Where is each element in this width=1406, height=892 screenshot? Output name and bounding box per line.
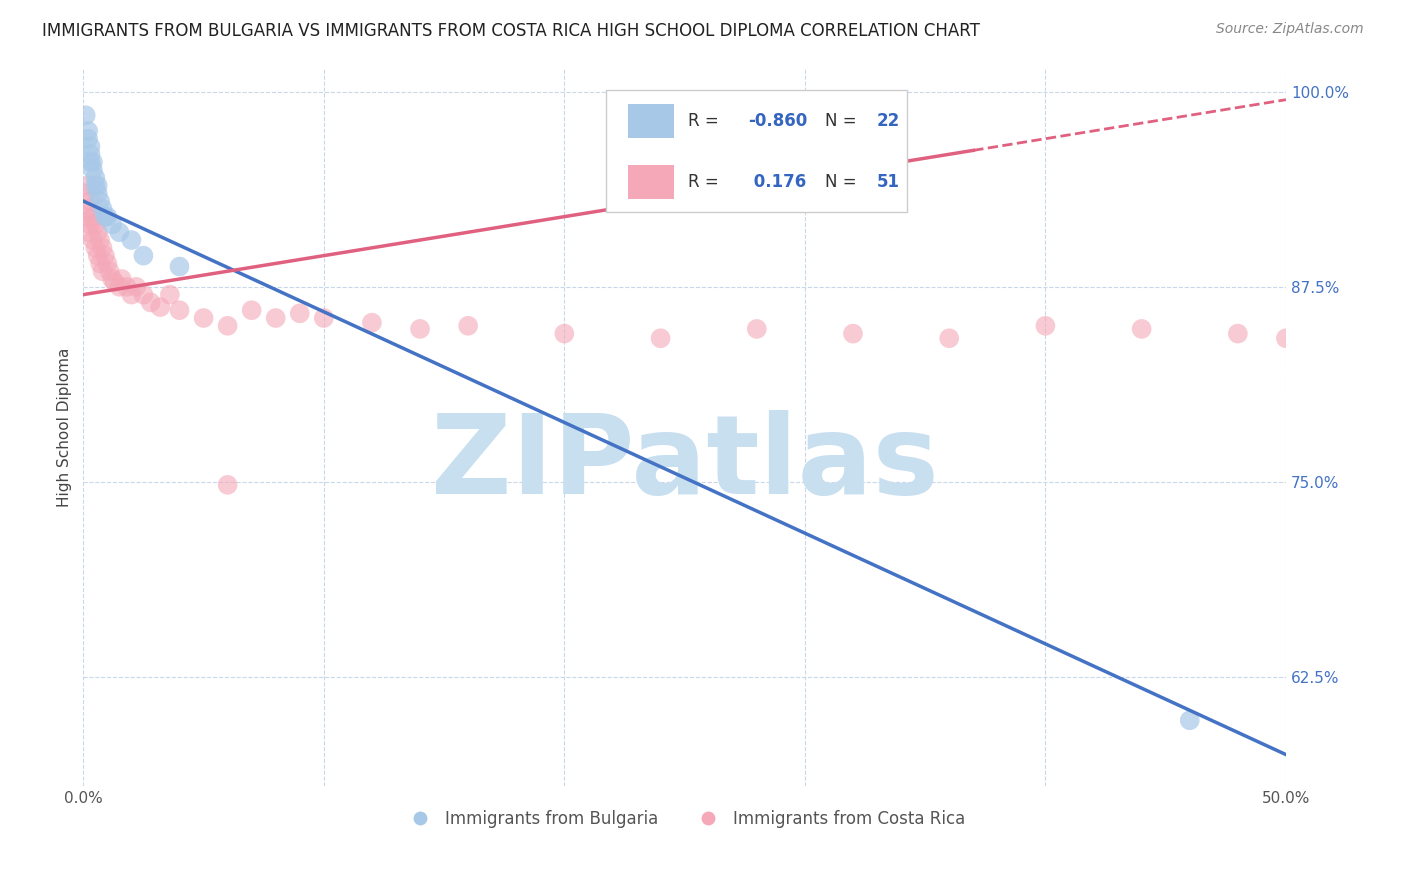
Point <box>89 233 111 247</box>
Point <box>84 178 107 193</box>
Point <box>120 287 142 301</box>
Point <box>409 322 432 336</box>
Point <box>84 170 107 185</box>
Point <box>79 194 101 208</box>
Text: R =: R = <box>688 173 724 191</box>
Point <box>842 326 865 341</box>
Point <box>149 300 172 314</box>
Point <box>240 303 263 318</box>
Text: IMMIGRANTS FROM BULGARIA VS IMMIGRANTS FROM COSTA RICA HIGH SCHOOL DIPLOMA CORRE: IMMIGRANTS FROM BULGARIA VS IMMIGRANTS F… <box>42 22 980 40</box>
Point <box>312 311 335 326</box>
Point <box>1178 714 1201 728</box>
Text: Source: ZipAtlas.com: Source: ZipAtlas.com <box>1216 22 1364 37</box>
Point <box>101 272 124 286</box>
Point <box>79 218 101 232</box>
Point <box>87 225 110 239</box>
Point <box>553 326 575 341</box>
Point <box>1275 331 1298 345</box>
Point <box>82 155 104 169</box>
Point <box>77 202 100 216</box>
Legend: Immigrants from Bulgaria, Immigrants from Costa Rica: Immigrants from Bulgaria, Immigrants fro… <box>396 804 973 835</box>
Y-axis label: High School Diploma: High School Diploma <box>58 348 72 507</box>
Point <box>193 311 215 326</box>
Point <box>457 318 479 333</box>
Point <box>77 225 100 239</box>
Point <box>264 311 287 326</box>
Point <box>217 318 239 333</box>
Point <box>87 249 110 263</box>
Point <box>745 322 768 336</box>
Point <box>87 186 110 201</box>
Point <box>361 316 384 330</box>
Point <box>96 256 118 270</box>
Point <box>101 218 124 232</box>
Point <box>169 260 191 274</box>
Point <box>75 108 97 122</box>
Point <box>139 295 162 310</box>
Point <box>159 287 181 301</box>
Point <box>84 241 107 255</box>
Point <box>1226 326 1249 341</box>
Point <box>98 264 121 278</box>
Point <box>115 280 138 294</box>
Point <box>111 272 134 286</box>
Point <box>77 178 100 193</box>
Point <box>77 124 100 138</box>
Point <box>82 162 104 177</box>
Point <box>108 225 131 239</box>
Text: ZIPatlas: ZIPatlas <box>430 409 938 516</box>
Point <box>79 155 101 169</box>
Point <box>132 249 155 263</box>
Point <box>89 194 111 208</box>
Point <box>75 186 97 201</box>
Point <box>1035 318 1057 333</box>
Text: N =: N = <box>825 112 862 130</box>
Point <box>91 202 114 216</box>
Point <box>217 478 239 492</box>
Point <box>82 233 104 247</box>
Text: 0.176: 0.176 <box>748 173 807 191</box>
Point <box>91 241 114 255</box>
Point <box>94 249 117 263</box>
Point <box>79 139 101 153</box>
Point <box>96 210 118 224</box>
Point <box>288 306 311 320</box>
Point <box>87 178 110 193</box>
Point <box>120 233 142 247</box>
Point <box>79 147 101 161</box>
Point <box>84 218 107 232</box>
Text: N =: N = <box>825 173 862 191</box>
Point <box>82 210 104 224</box>
Point <box>650 331 672 345</box>
Point <box>75 210 97 224</box>
Point <box>91 264 114 278</box>
FancyBboxPatch shape <box>628 165 673 199</box>
Text: 22: 22 <box>877 112 900 130</box>
Point <box>938 331 960 345</box>
Point <box>132 287 155 301</box>
Point <box>77 131 100 145</box>
Point <box>108 280 131 294</box>
Point <box>169 303 191 318</box>
Point <box>89 256 111 270</box>
Point <box>103 275 125 289</box>
Text: R =: R = <box>688 112 724 130</box>
Point <box>94 210 117 224</box>
Point <box>1130 322 1153 336</box>
FancyBboxPatch shape <box>606 90 907 212</box>
Text: 51: 51 <box>877 173 900 191</box>
FancyBboxPatch shape <box>628 103 673 138</box>
Point <box>125 280 148 294</box>
Text: -0.860: -0.860 <box>748 112 807 130</box>
